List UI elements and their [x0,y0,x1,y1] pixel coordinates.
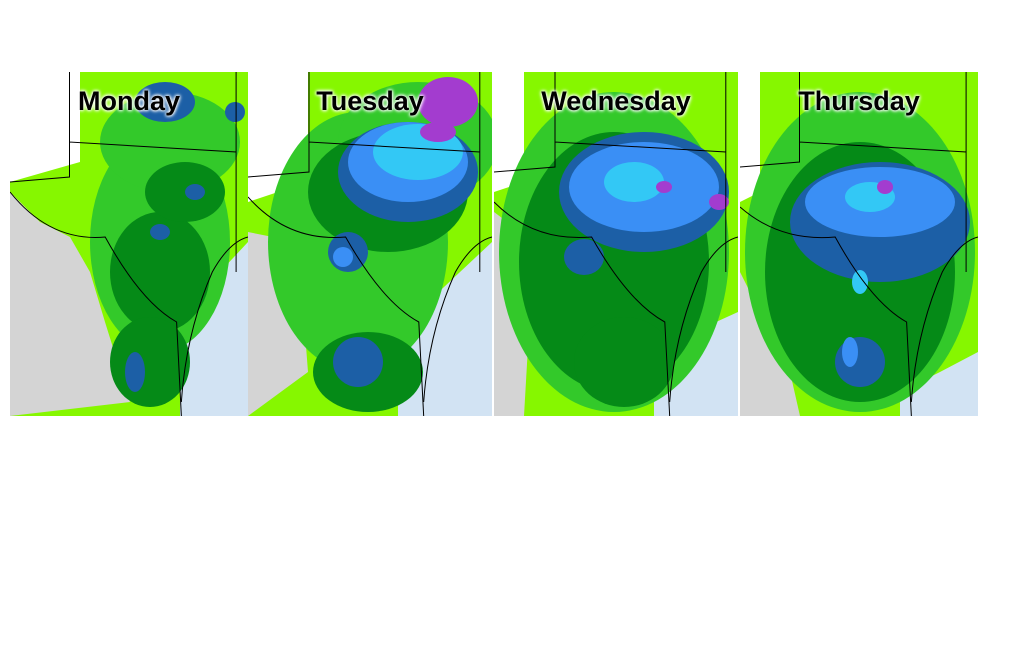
state-border [10,72,237,272]
rain-contour [110,212,210,332]
rain-map [248,72,492,416]
state-border [494,72,727,272]
day-label: Tuesday [316,86,424,116]
rain-contour [656,181,672,193]
map-panel: Thursday [740,72,978,416]
state-border [740,72,967,272]
rain-contour [877,180,893,194]
no-rain-area [494,72,524,192]
rain-map [494,72,738,416]
rain-map [10,72,248,416]
border-river [494,201,671,416]
rain-contour [333,337,383,387]
day-label: Monday [77,86,180,116]
rain-contour [333,247,353,267]
rain-contour [150,224,170,240]
rain-contour [225,102,245,122]
rain-contour [709,194,729,210]
rain-contour [574,317,674,407]
coastline [423,236,492,403]
rain-contour [852,270,868,294]
coastline [669,236,738,403]
rain-contour [418,77,478,127]
border-river [740,206,912,416]
rain-contour [420,122,456,142]
no-rain-area [740,72,760,202]
day-label: Thursday [798,86,920,116]
gulf [180,242,248,416]
coastline [180,236,248,403]
mexico [10,192,130,416]
rain-contour [835,337,885,387]
rain-contour [125,352,145,392]
coastline [910,236,978,403]
state-border [248,72,481,272]
rain-contour [604,162,664,202]
gulf [900,352,978,416]
rain-map [740,72,978,416]
map-panel: Wednesday [494,72,738,416]
rain-contour [135,82,195,122]
no-rain-area [10,72,80,182]
border-river [248,196,425,416]
rain-contour [842,337,858,367]
rain-contour [564,239,604,275]
day-label: Wednesday [541,86,691,116]
border-river [10,191,182,416]
map-panel: Monday [10,72,248,416]
rain-contour [110,317,190,407]
rain-contour [185,184,205,200]
map-panel: Tuesday [248,72,492,416]
